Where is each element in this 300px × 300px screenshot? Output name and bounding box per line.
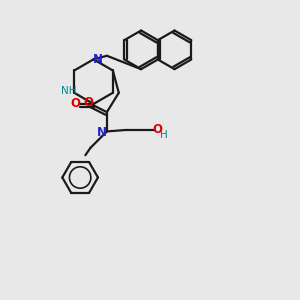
Text: O: O	[152, 123, 162, 136]
Text: NH: NH	[61, 86, 76, 96]
Text: O: O	[71, 98, 81, 110]
Text: H: H	[160, 130, 168, 140]
Text: O: O	[83, 96, 94, 109]
Text: N: N	[93, 53, 103, 66]
Text: N: N	[97, 125, 106, 139]
